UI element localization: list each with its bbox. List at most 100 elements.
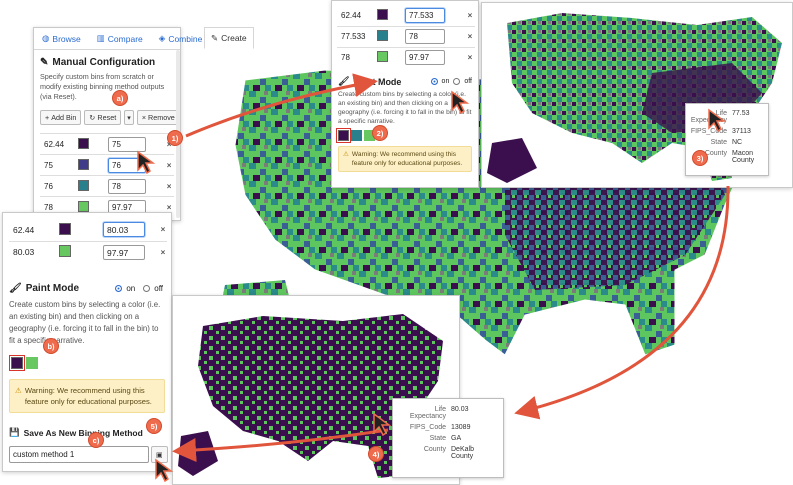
bin-upper-input[interactable]: 80.03: [103, 222, 145, 238]
manual-config-description: Specify custom bins from scratch or modi…: [40, 72, 165, 101]
reset-button[interactable]: ↻ Reset: [84, 110, 122, 125]
method-name-input[interactable]: custom method 1: [9, 446, 149, 463]
reset-dropdown-button[interactable]: ▾: [124, 110, 134, 125]
bin-table: 62.44 77.533 × 77.533 78 × 78 97.97 ×: [337, 5, 475, 68]
delete-bin-icon[interactable]: ×: [467, 46, 475, 68]
cursor-icon: [373, 412, 392, 436]
bars-icon: ▥: [96, 33, 105, 43]
bin-lower: 62.44: [40, 133, 78, 155]
bin-color-swatch[interactable]: [78, 179, 89, 191]
arrow-1: [185, 73, 378, 138]
warning-icon: ⚠: [343, 151, 349, 158]
delete-bin-icon[interactable]: ×: [166, 175, 174, 197]
table-row: 78 97.97 ×: [337, 46, 475, 68]
step-badge-1: 1): [167, 130, 183, 146]
layers-icon: ◈: [158, 33, 166, 43]
delete-bin-icon[interactable]: ×: [166, 196, 174, 218]
bin-upper-input[interactable]: 75: [108, 136, 146, 152]
paint-swatch[interactable]: [351, 130, 362, 141]
delete-bin-icon[interactable]: ×: [166, 154, 174, 176]
step-badge-3: 3): [692, 150, 708, 166]
cursor-icon: [708, 108, 727, 132]
tab-compare[interactable]: ▥ Compare: [96, 33, 143, 44]
bin-color-swatch[interactable]: [377, 8, 388, 20]
refresh-icon: ↻: [89, 113, 96, 122]
step-badge-5: 5): [146, 418, 162, 434]
globe-icon: ◍: [42, 33, 50, 43]
paint-panel-left: 62.44 80.03 × 80.03 97.97 × 🖌 Paint Mode …: [2, 212, 172, 472]
paint-description: Create custom bins by selecting a color …: [338, 91, 472, 125]
bin-upper-input[interactable]: 78: [108, 178, 146, 194]
paint-mode-row: 🖌 Paint Mode on off: [9, 283, 163, 294]
bin-lower: 62.44: [13, 224, 35, 235]
save-icon: ▣: [156, 450, 163, 459]
paint-swatch[interactable]: [26, 357, 38, 369]
paint-roller-icon: 🖌: [338, 76, 350, 86]
cursor-icon: [155, 458, 174, 482]
delete-bin-icon[interactable]: ×: [160, 225, 166, 235]
delete-bin-icon[interactable]: ×: [160, 240, 167, 263]
cursor-icon: [451, 90, 470, 114]
paint-off-radio[interactable]: [453, 78, 461, 85]
save-title: 💾 Save As New Binning Method: [9, 427, 143, 438]
paint-roller-icon: 🖌: [9, 283, 22, 294]
step-badge-c: c): [88, 432, 104, 448]
paint-mode-toggle: on off: [430, 78, 472, 85]
table-row: 80.03 97.97 ×: [9, 240, 167, 263]
close-icon: ×: [141, 113, 147, 122]
step-badge-4: 4): [368, 446, 384, 462]
bin-color-swatch[interactable]: [377, 51, 388, 63]
cursor-icon: [137, 150, 156, 174]
bin-color-swatch[interactable]: [59, 245, 71, 258]
bin-color-swatch[interactable]: [377, 30, 388, 41]
delete-bin-icon[interactable]: ×: [467, 10, 473, 20]
paint-swatch-selected[interactable]: [9, 355, 25, 371]
paint-mode-title: 🖌 Paint Mode: [9, 283, 80, 294]
bin-table: 62.44 80.03 × 80.03 97.97 ×: [9, 219, 167, 263]
table-row: 76 78 ×: [40, 175, 174, 197]
bin-upper-input[interactable]: 97.97: [103, 244, 145, 260]
bin-toolbar: + Add Bin ↻ Reset ▾ × Remove: [40, 110, 180, 125]
bin-lower: 76: [40, 175, 78, 197]
arrow-4: [172, 428, 389, 463]
save-row: custom method 1 ▣: [9, 446, 171, 463]
save-icon: 💾: [9, 427, 20, 437]
warning-box: ⚠ Warning: We recommend using this featur…: [338, 146, 472, 172]
table-row: 62.44 77.533 ×: [337, 5, 475, 26]
bin-color-swatch[interactable]: [78, 200, 89, 212]
bin-upper-input[interactable]: 78: [405, 29, 445, 44]
bin-upper-input[interactable]: 77.533: [405, 7, 445, 23]
add-bin-button[interactable]: + Add Bin: [40, 110, 82, 125]
delete-bin-icon[interactable]: ×: [467, 25, 475, 47]
tooltip-bottom: Life Expectancy 80.03 FIPS_Code 13089 Stat…: [392, 398, 504, 478]
edit-icon: ✎: [40, 57, 49, 68]
table-row: 77.533 78 ×: [337, 25, 475, 47]
paint-swatch-selected[interactable]: [336, 128, 351, 143]
edit-icon: ✎: [211, 32, 219, 43]
bin-color-swatch[interactable]: [78, 137, 89, 149]
tab-combine[interactable]: ◈ Combine: [158, 33, 203, 44]
warning-icon: ⚠: [15, 386, 22, 395]
table-row: 62.44 80.03 ×: [9, 219, 167, 241]
bin-upper-input[interactable]: 97.97: [405, 50, 445, 66]
manual-config-title: ✎ Manual Configuration: [40, 57, 156, 68]
paint-on-radio[interactable]: [430, 78, 438, 85]
bin-color-swatch[interactable]: [59, 222, 71, 235]
tab-browse[interactable]: ◍ Browse: [42, 33, 81, 44]
step-badge-b: b): [43, 338, 59, 354]
arrow-3: [514, 185, 730, 420]
bin-color-swatch[interactable]: [78, 158, 89, 170]
map-panel-bottom[interactable]: [172, 295, 460, 485]
paint-off-radio[interactable]: [143, 285, 151, 292]
bin-lower: 78: [337, 46, 377, 68]
remove-button[interactable]: × Remove: [136, 110, 180, 125]
paint-on-radio[interactable]: [115, 285, 123, 292]
tab-create[interactable]: ✎ Create: [204, 27, 254, 49]
paint-swatches: [9, 355, 171, 371]
paint-mode-toggle: on off: [115, 284, 163, 293]
caret-down-icon: ▾: [127, 113, 131, 122]
bin-lower: 77.533: [337, 25, 377, 47]
bin-lower: 75: [40, 154, 78, 176]
